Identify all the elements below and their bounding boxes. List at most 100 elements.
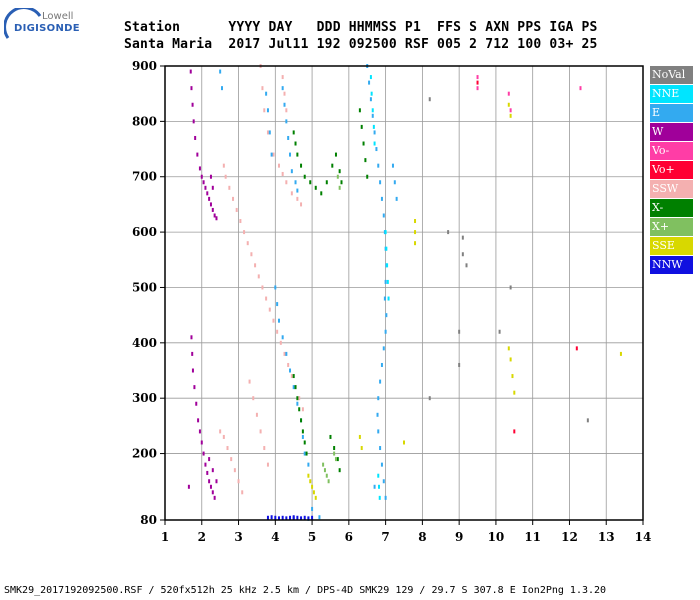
- echo-point-e: [384, 495, 387, 500]
- echo-point-ssw: [285, 180, 288, 185]
- x-tick-label: 10: [488, 530, 505, 544]
- echo-point-nnw: [292, 515, 295, 520]
- echo-point-w: [189, 69, 192, 74]
- echo-point-ssw: [252, 396, 255, 401]
- echo-point-e: [292, 385, 295, 390]
- echo-point-x-: [333, 446, 336, 451]
- echo-point-e: [369, 97, 372, 102]
- echo-point-w: [211, 468, 214, 473]
- echo-point-w: [191, 102, 194, 107]
- echo-point-e: [377, 429, 380, 434]
- header-values: Santa Maria 2017 Jul11 192 092500 RSF 00…: [124, 37, 598, 52]
- x-tick-label: 6: [345, 530, 353, 544]
- echo-point-e: [377, 396, 380, 401]
- echo-point-ssw: [300, 202, 303, 207]
- echo-point-e: [281, 86, 284, 91]
- echo-point-ssw: [254, 263, 257, 268]
- x-tick-label: 7: [381, 530, 389, 544]
- echo-point-e: [219, 69, 222, 74]
- echo-point-ssw: [261, 86, 264, 91]
- echo-point-sse: [314, 495, 317, 500]
- echo-point-w: [187, 484, 190, 489]
- echo-point-ssw: [283, 351, 286, 356]
- echo-point-ssw: [272, 318, 275, 323]
- echo-point-w: [190, 335, 193, 340]
- echo-point-e: [383, 296, 386, 301]
- echo-point-noval: [447, 230, 450, 235]
- x-tick-label: 13: [598, 530, 615, 544]
- legend-item-nne: NNE: [650, 85, 693, 103]
- echo-point-e: [379, 180, 382, 185]
- echo-point-e: [368, 80, 371, 85]
- echo-point-ssw: [255, 412, 258, 417]
- echo-point-x-: [322, 462, 325, 467]
- echo-point-ssw: [263, 108, 266, 113]
- echo-point-w: [213, 495, 216, 500]
- echo-point-e: [276, 302, 279, 307]
- echo-point-nne: [373, 141, 376, 146]
- echo-point-sse: [507, 102, 510, 107]
- echo-point-noval: [461, 252, 464, 257]
- echo-point-w: [197, 418, 200, 423]
- echo-point-sse: [511, 374, 514, 379]
- echo-point-e: [285, 119, 288, 124]
- echo-point-e: [265, 91, 268, 96]
- y-tick-label: 200: [132, 447, 157, 461]
- echo-point-x-: [333, 451, 336, 456]
- echo-point-x-: [300, 418, 303, 423]
- echo-point-x-: [340, 180, 343, 185]
- echo-point-e: [380, 196, 383, 201]
- echo-point-e: [289, 368, 292, 373]
- echo-point-noval: [498, 329, 501, 334]
- echo-point-nnw: [266, 515, 269, 520]
- x-tick-label: 1: [161, 530, 169, 544]
- echo-point-ssw: [257, 274, 260, 279]
- echo-point-ssw: [226, 446, 229, 451]
- echo-point-x-: [305, 451, 308, 456]
- echo-points: [187, 64, 622, 521]
- echo-point-x-: [292, 374, 295, 379]
- echo-point-x-: [360, 124, 363, 129]
- echo-point-x-: [301, 429, 304, 434]
- echo-point-w: [206, 470, 209, 475]
- echo-point-x-: [364, 158, 367, 163]
- echo-point-w: [198, 429, 201, 434]
- echo-point-x-: [296, 152, 299, 157]
- echo-point-e: [290, 169, 293, 174]
- echo-point-w: [215, 216, 218, 221]
- echo-point-e: [382, 213, 385, 218]
- echo-point-x-: [331, 163, 334, 168]
- polarization-legend: NoVal NNE E W Vo- Vo+ SSW X- X+ SSE NNW: [650, 66, 693, 275]
- echo-point-w: [211, 490, 214, 495]
- echo-point-e: [391, 163, 394, 168]
- echo-point-sse: [509, 357, 512, 362]
- echo-point-e: [385, 313, 388, 318]
- y-tick-label: 800: [132, 114, 157, 128]
- echo-point-nnw: [289, 515, 292, 520]
- echo-point-w: [198, 166, 201, 171]
- echo-point-x-: [362, 141, 365, 146]
- echo-point-noval: [428, 97, 431, 102]
- echo-point-x-: [294, 385, 297, 390]
- echo-point-x-: [323, 468, 326, 473]
- echo-point-e: [380, 362, 383, 367]
- echo-point-vo-: [507, 91, 510, 96]
- echo-point-nnw: [274, 515, 277, 520]
- echo-point-sse: [414, 241, 417, 246]
- echo-point-nne: [385, 246, 388, 251]
- echo-point-w: [211, 207, 214, 212]
- echo-point-nnw: [270, 515, 273, 520]
- legend-item-vo-: Vo+: [650, 161, 693, 179]
- echo-point-x-: [334, 152, 337, 157]
- echo-point-x-: [314, 185, 317, 190]
- echo-point-nne: [372, 124, 375, 129]
- echo-point-ssw: [290, 374, 293, 379]
- echo-point-e: [268, 130, 271, 135]
- x-tick-label: 9: [455, 530, 463, 544]
- echo-point-w: [215, 479, 218, 484]
- echo-point-w: [209, 484, 212, 489]
- echo-point-w: [213, 213, 216, 218]
- echo-point-vo-: [579, 86, 582, 91]
- echo-point-ssw: [277, 163, 280, 168]
